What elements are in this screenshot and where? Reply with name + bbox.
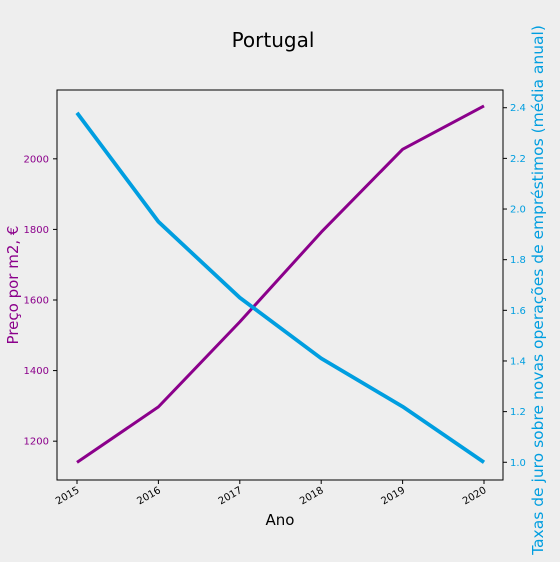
x-tick-label: 2018 — [298, 485, 326, 507]
x-tick-label: 2017 — [217, 485, 245, 507]
right-tick-label: 1.6 — [510, 306, 526, 317]
left-tick-label: 2000 — [24, 154, 49, 165]
right-tick-label: 2.4 — [510, 103, 526, 114]
right-tick-label: 1.2 — [510, 407, 526, 418]
plot-area — [56, 89, 504, 481]
right-tick-label: 1.4 — [510, 356, 526, 367]
x-tick-label: 2020 — [461, 485, 489, 507]
left-y-axis-label: Preço por m2, € — [4, 226, 22, 345]
right-y-axis: 1.0 1.2 1.4 1.6 1.8 2.0 2.2 2.4 — [503, 103, 526, 469]
left-tick-label: 1200 — [24, 437, 49, 448]
x-tick-label: 2015 — [54, 485, 82, 507]
right-tick-label: 1.0 — [510, 458, 526, 469]
left-tick-label: 1600 — [24, 296, 49, 307]
x-axis-label: Ano — [266, 511, 295, 529]
x-tick-label: 2019 — [380, 485, 408, 507]
right-tick-label: 2.0 — [510, 205, 526, 216]
right-tick-label: 2.2 — [510, 154, 526, 165]
chart-title: Portugal — [232, 28, 315, 52]
price-line — [76, 104, 485, 464]
interest-rate-line — [75, 111, 486, 464]
x-axis: 2015 2016 2017 2018 2019 2020 — [54, 480, 489, 507]
left-tick-label: 1400 — [24, 366, 49, 377]
left-tick-label: 1800 — [24, 225, 49, 236]
x-tick-label: 2016 — [135, 485, 163, 507]
right-y-axis-label: Taxas de juro sobre novas operações de e… — [529, 25, 547, 556]
left-y-axis: 1200 1400 1600 1800 2000 — [24, 154, 57, 448]
series-layer — [75, 104, 486, 464]
right-tick-label: 1.8 — [510, 255, 526, 266]
